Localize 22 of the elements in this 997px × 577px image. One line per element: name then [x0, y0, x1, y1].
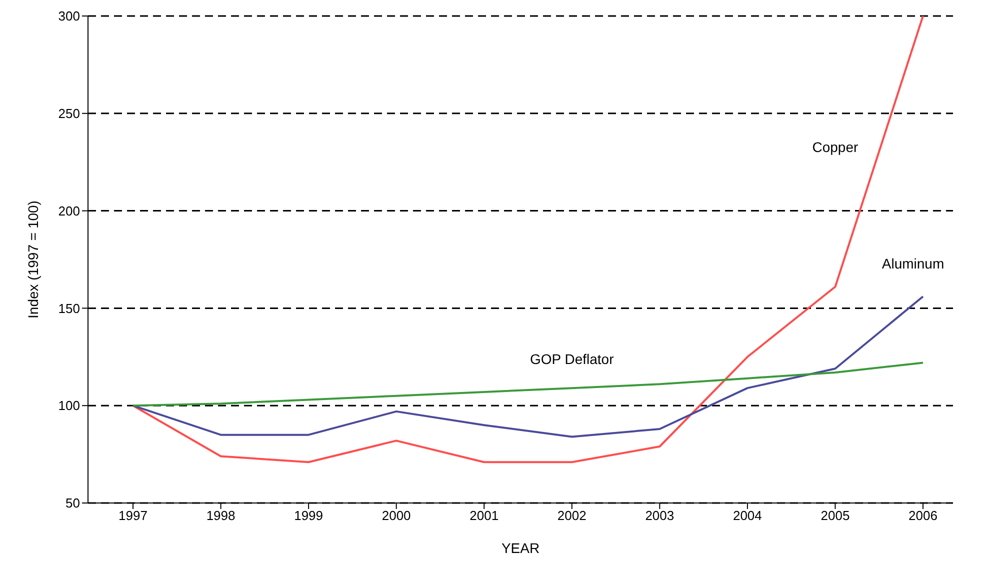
x-tick-label: 1998 — [206, 508, 236, 524]
x-tick-label: 2004 — [732, 508, 762, 524]
y-tick-label: 300 — [58, 8, 80, 24]
y-tick-label: 150 — [58, 300, 80, 316]
x-tick-label: 2005 — [820, 508, 850, 524]
y-tick-label: 200 — [58, 203, 80, 218]
x-axis-title: YEAR — [501, 540, 540, 556]
y-axis-title: Index (1997 = 100) — [24, 200, 41, 318]
y-tick-label: 250 — [58, 106, 80, 122]
text: Aluminum — [882, 256, 944, 272]
y-tick-label: 50 — [66, 496, 80, 511]
x-tick-label: 1999 — [294, 508, 324, 524]
series-label: GOP Deflator — [530, 351, 614, 368]
x-tick-label: 2003 — [645, 508, 674, 524]
line-series — [132, 296, 924, 438]
x-tick-label: 2000 — [382, 508, 411, 524]
y-tick-label: 100 — [58, 398, 80, 414]
x-tick-label: 2001 — [470, 508, 499, 524]
x-tick-label: 2002 — [557, 508, 586, 524]
x-tick-label: 2006 — [908, 508, 938, 524]
series-label: Copper — [812, 138, 859, 155]
x-tick-label: 1997 — [118, 508, 148, 524]
